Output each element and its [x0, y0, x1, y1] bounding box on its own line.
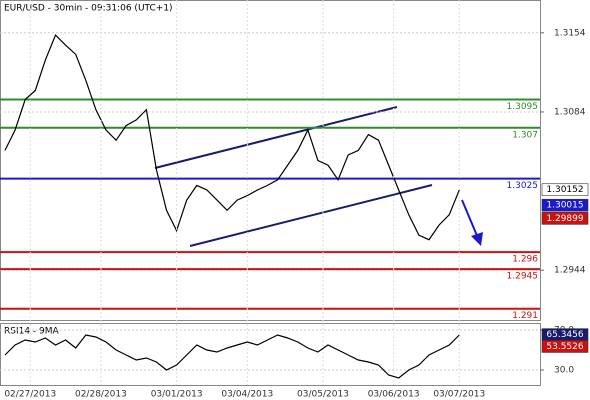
price-marker	[541, 183, 589, 197]
channel-upper	[154, 106, 398, 169]
chart-title: EUR/USD - 30min - 09:31:06 (UTC+1)	[4, 4, 173, 14]
x-tick-label: 03/06/2013	[368, 390, 420, 400]
x-tick-label: 03/05/2013	[297, 390, 349, 400]
x-tick-label: 03/07/2013	[433, 390, 485, 400]
y-tick-label: 1.3084	[554, 107, 586, 117]
price-line	[4, 34, 460, 241]
rsi-panel	[0, 323, 541, 386]
price-marker-label: 53.5526	[546, 342, 583, 352]
y-tick-label: 30.0	[554, 366, 574, 376]
price-marker	[541, 340, 589, 353]
rsi-title: RSI14 - 9MA	[4, 327, 60, 337]
level-label: 1.2945	[507, 272, 539, 282]
price-marker-label: 1.30015	[546, 201, 583, 211]
price-marker	[541, 212, 589, 225]
level-label: 1.296	[512, 255, 538, 265]
arrow-head	[471, 232, 483, 246]
price-line	[4, 334, 460, 379]
y-tick-label: 1.3154	[554, 28, 586, 38]
x-tick-label: 02/28/2013	[75, 390, 127, 400]
x-tick-label: 02/27/2013	[4, 390, 56, 400]
x-tick-label: 03/04/2013	[221, 390, 273, 400]
level-label: 1.3025	[507, 181, 539, 191]
level-label: 1.291	[512, 311, 538, 321]
y-tick-label: 1.2944	[554, 266, 586, 276]
price-marker-label: 1.29899	[546, 214, 583, 224]
price-marker-label: 65.3456	[546, 330, 583, 340]
price-panel	[0, 0, 541, 321]
x-tick-label: 03/01/2013	[151, 390, 203, 400]
level-label: 1.3095	[507, 102, 539, 112]
price-marker-label: 1.30152	[546, 185, 583, 195]
price-marker	[541, 198, 589, 212]
level-label: 1.307	[512, 130, 538, 140]
arrow-shaft	[461, 199, 479, 239]
channel-lower	[189, 184, 433, 247]
